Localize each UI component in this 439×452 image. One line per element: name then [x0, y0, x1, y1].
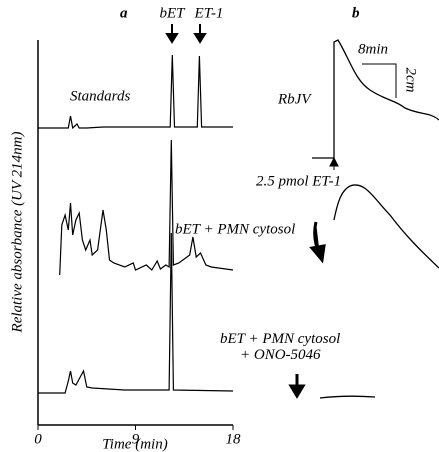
panel-label: b — [352, 5, 360, 21]
tension-trace — [333, 184, 439, 269]
series-label: Standards — [70, 88, 130, 104]
arrow — [329, 156, 339, 170]
arrow — [309, 221, 326, 264]
arrow — [288, 374, 306, 399]
tension-trace — [312, 39, 439, 159]
tension-trace — [319, 395, 376, 399]
x-tick-label: 9 — [132, 431, 140, 447]
annotation: bET — [159, 5, 186, 21]
arrow — [165, 24, 207, 44]
scale-bar — [362, 63, 397, 98]
panel-label: a — [120, 5, 128, 21]
x-axis-label: Time (min) — [102, 436, 167, 452]
time-scale: 8min — [358, 41, 388, 57]
series-label: bET + PMN cytosol — [175, 221, 295, 237]
stimulus-label: 2.5 pmol ET-1 — [256, 173, 341, 189]
series-label: bET + PMN cytosol + ONO-5046 — [220, 331, 340, 363]
x-tick-label: 0 — [34, 431, 42, 447]
tension-scale: 2cm — [403, 68, 419, 93]
trace — [38, 232, 234, 394]
trace — [38, 54, 233, 130]
vessel-label: RbJV — [277, 91, 312, 107]
annotation: ET-1 — [194, 5, 224, 21]
x-tick-label: 18 — [226, 431, 242, 447]
y-axis-label: Relative absorbance (UV 214nm) — [9, 132, 25, 334]
trace — [59, 139, 234, 276]
